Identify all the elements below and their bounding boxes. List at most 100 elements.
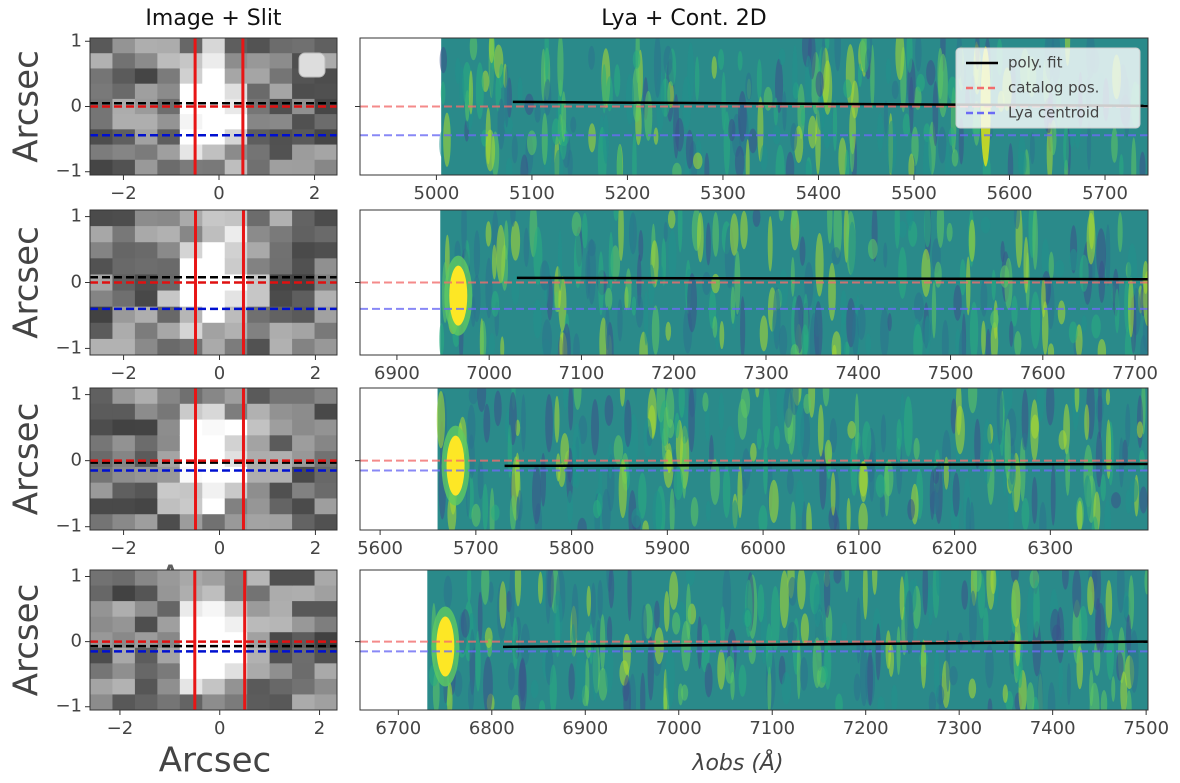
spectrum-streak [808,115,818,149]
spectrum-streak [740,296,746,355]
image-pixel [90,144,114,161]
spectrum-streak [800,108,806,126]
image-pixel [90,274,114,292]
spectrum-streak [990,570,997,595]
spectrum-streak [920,639,927,689]
image-pixel [292,210,316,227]
spectrum-streak [581,212,588,249]
image-pixel [179,616,203,633]
spectrum-streak [585,631,592,659]
image-pixel [112,290,136,308]
image-pixel [202,585,226,602]
spectrum-streak [543,78,552,116]
spectrum-streak [665,388,675,429]
spectrum-streak [767,666,772,710]
spectrum-streak [768,479,779,524]
image-pixel [90,53,114,70]
image-pixel [179,435,203,452]
spectrum-streak [803,393,812,414]
spectrum-streak [519,657,526,702]
spectrum-streak [573,333,580,355]
spectrum-streak [1105,388,1111,406]
image-pixel [292,570,316,587]
spectrum-streak [983,607,989,645]
spectrum-streak [792,44,798,108]
spectrum-streak [737,91,747,142]
spectrum-streak [1047,343,1055,355]
spectrum-streak [597,579,603,619]
spectrum-streak [642,520,649,530]
image-pixel [90,129,114,146]
image-pixel [112,226,136,243]
spectrum-streak [883,242,888,268]
spectrum-streak [767,216,773,272]
image-pixel [314,663,337,680]
spectrum-streak [790,344,800,355]
image-pixel [157,616,181,633]
spectrum-streak [1077,500,1083,530]
spectrum-streak [991,269,996,301]
spectrum-streak [922,570,929,616]
image-pixel [247,258,271,276]
spectrum-streak [653,127,659,145]
spectrum-streak [849,131,855,173]
image-pixel [134,144,158,161]
image-pixel [269,322,293,340]
spectrum-streak [705,222,711,266]
spectrum-streak [480,320,487,355]
image-pixel [202,514,226,530]
spectrum-streak [924,315,931,355]
image-pixel [292,514,316,530]
spectrum-streak [1018,151,1027,175]
panel-title: Image + Slit [145,6,282,31]
image-pixel [90,403,114,421]
spectrum-streak [1030,291,1041,349]
spectrum-streak [515,496,521,530]
image-pixel [179,466,203,484]
image-pixel [247,663,271,680]
spectrum-streak [669,488,675,530]
image-pixel [247,419,271,436]
x-tick-label: 5700 [1082,183,1128,204]
spectrum-streak [663,45,673,76]
y-tick-label: 1 [71,30,82,51]
image-pixel [202,435,226,452]
image-pixel [179,451,203,468]
image-pixel [134,451,158,468]
y-tick-label: −1 [55,337,82,358]
spectrum-streak [567,490,573,524]
spectrum-streak [468,388,478,405]
spectrum-streak [1105,579,1113,629]
image-pixel [179,514,203,530]
spectrum-streak [844,149,850,175]
image-pixel [292,306,316,324]
spectrum-streak [896,626,901,676]
image-pixel [179,694,203,710]
spectrum-streak [514,452,520,497]
spectrum-streak [985,644,994,689]
spectrum-streak [813,583,822,628]
spectrum-streak [958,117,964,165]
image-pixel [202,451,226,468]
spectrum-streak [554,395,560,443]
spectrum-streak [1074,388,1080,413]
spectrum-streak [857,63,863,88]
image-pixel [134,338,158,355]
image-pixel [202,242,226,259]
spectrum-streak [959,258,966,296]
spectrum-streak [499,581,507,629]
spectrum-streak [786,469,794,495]
spectrum-streak [625,73,634,125]
x-tick-label: 2 [310,538,321,559]
image-pixel [314,678,337,696]
image-pixel [292,258,316,276]
spectrum-streak [613,435,624,465]
spectrum-streak [974,418,981,469]
image-pixel [269,290,293,308]
spectrum-streak [1029,132,1035,165]
image-pixel [179,306,203,324]
image-pixel [134,694,158,710]
spectrum-streak [521,394,526,452]
spectrum-streak [913,292,924,322]
spectrum-streak [511,694,521,710]
